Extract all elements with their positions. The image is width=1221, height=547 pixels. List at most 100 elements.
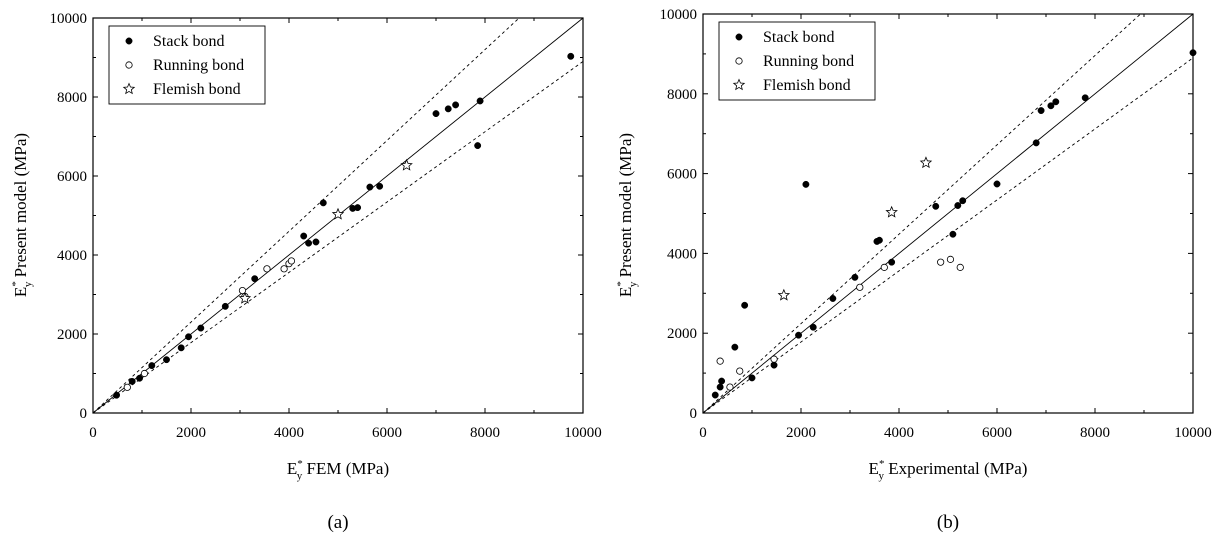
series-running-bond (123, 257, 296, 391)
data-point (959, 197, 967, 205)
data-point (770, 355, 778, 363)
legend-marker (735, 33, 743, 41)
data-point (880, 263, 888, 271)
data-point (163, 356, 170, 364)
y-tick-label: 10000 (50, 11, 88, 27)
series-flemish-bond (238, 158, 413, 304)
data-point (919, 156, 933, 169)
data-point (885, 205, 898, 218)
data-point (795, 331, 802, 339)
x-tick-label: 2000 (176, 425, 206, 441)
legend-label: Stack bond (153, 33, 225, 50)
x-tick-label: 8000 (1080, 425, 1110, 441)
data-point (718, 377, 726, 385)
y-tick-label: 0 (690, 406, 698, 422)
y-tick-label: 2000 (57, 327, 87, 343)
data-point (123, 383, 131, 391)
data-point (731, 343, 739, 351)
x-tick-label: 0 (89, 425, 97, 441)
data-point (128, 377, 136, 385)
data-point (238, 291, 252, 304)
series-running-bond (716, 255, 964, 391)
data-point (113, 391, 120, 399)
y-axis-label: E*y Present model (MPa) (10, 133, 34, 297)
data-point (305, 239, 313, 247)
data-point (238, 286, 247, 295)
y-tick-label: 4000 (667, 246, 697, 262)
legend-label: Running bond (153, 57, 244, 74)
data-point (741, 301, 749, 309)
legend-label: Running bond (763, 53, 854, 70)
series-stack-bond (711, 49, 1197, 399)
reference-lines (703, 14, 1193, 413)
data-point (809, 323, 817, 331)
data-point (312, 238, 320, 246)
y-axis-label: E*y Present model (MPa) (615, 133, 639, 297)
data-point (197, 324, 205, 332)
data-point (148, 362, 156, 370)
data-point (1037, 107, 1045, 115)
legend-label: Stack bond (763, 29, 835, 46)
data-point (949, 230, 957, 238)
data-point (474, 142, 482, 150)
data-point (937, 258, 945, 266)
data-point (856, 283, 864, 291)
data-point (946, 255, 955, 263)
lower-bound-line (703, 57, 1193, 413)
y-tick-label: 4000 (57, 248, 87, 264)
data-point (770, 361, 778, 369)
data-point (567, 52, 575, 60)
panel-label: (b) (937, 512, 959, 533)
data-point (376, 182, 384, 190)
legend-marker (732, 78, 746, 91)
legend-label: Flemish bond (763, 77, 851, 94)
legend-box (718, 21, 876, 101)
data-point (1189, 49, 1197, 57)
data-point (888, 258, 896, 266)
data-point (452, 101, 460, 109)
y-tick-label: 6000 (667, 167, 697, 183)
data-point (1047, 102, 1055, 110)
legend-marker (735, 57, 743, 65)
y-tick-label: 2000 (667, 326, 697, 342)
data-point (716, 383, 724, 391)
data-point (851, 273, 859, 281)
data-point (444, 105, 452, 113)
lower-bound-line (93, 61, 583, 413)
y-tick-label: 10000 (660, 7, 698, 23)
panel-label: (a) (327, 512, 348, 533)
data-point (777, 288, 791, 301)
data-point (140, 369, 149, 378)
data-point (251, 275, 259, 283)
data-point (400, 158, 413, 171)
upper-bound-line (703, 14, 1142, 413)
x-tick-label: 4000 (274, 425, 304, 441)
x-tick-label: 10000 (564, 425, 602, 441)
data-point (287, 257, 296, 265)
x-tick-label: 8000 (470, 425, 500, 441)
identity-line (703, 14, 1193, 413)
legend-box (108, 25, 266, 105)
data-point (136, 374, 144, 382)
x-tick-label: 6000 (982, 425, 1012, 441)
data-point (932, 202, 940, 210)
data-point (711, 391, 719, 399)
data-point (280, 265, 288, 273)
data-point (300, 232, 308, 240)
x-tick-label: 10000 (1174, 425, 1212, 441)
data-point (177, 344, 185, 352)
data-point (736, 367, 744, 375)
data-point (432, 110, 440, 118)
series-flemish-bond (777, 156, 933, 301)
legend-marker (125, 61, 133, 69)
scatter-panel-a: 0 2000 4000 6000 8000 10000 0 2000 4000 6000 8000 1… (10, 11, 602, 533)
y-tick-label: 0 (80, 406, 88, 422)
y-tick-label: 8000 (667, 87, 697, 103)
series-stack-bond (113, 52, 575, 399)
y-tick-label: 8000 (57, 90, 87, 106)
data-point (956, 263, 964, 271)
legend-marker (122, 82, 136, 95)
data-point (1081, 94, 1089, 102)
data-point (185, 333, 193, 341)
